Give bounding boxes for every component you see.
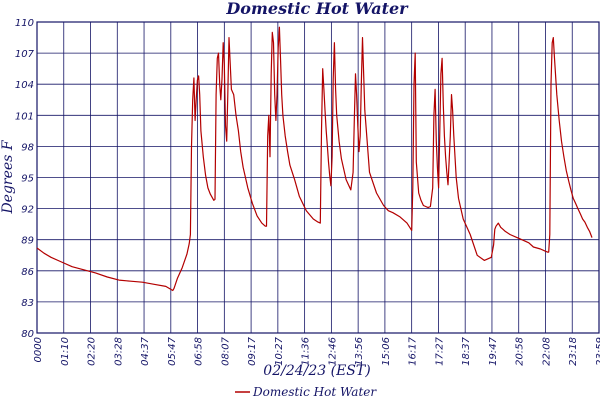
- y-tick-label: 110: [15, 18, 34, 29]
- x-tick-label: 15:06: [381, 337, 392, 366]
- y-tick-label: 107: [15, 49, 35, 60]
- y-tick-label: 80: [21, 329, 34, 340]
- x-tick-label: 03:28: [113, 337, 124, 366]
- series-line: [36, 26, 593, 292]
- x-tick-label: 06:58: [194, 337, 205, 366]
- x-tick-label: 16:17: [408, 336, 419, 365]
- y-axis-ticks: 80 83 86 89 92 95 98 101 104 107 110: [15, 18, 35, 340]
- x-tick-label: 17:27: [434, 336, 445, 365]
- x-tick-label: 09:17: [247, 336, 258, 365]
- x-tick-label: 13:56: [354, 337, 365, 366]
- y-tick-label: 104: [15, 80, 34, 91]
- x-tick-label: 08:07: [220, 336, 231, 365]
- y-tick-label: 86: [21, 267, 34, 278]
- chart-title: Domestic Hot Water: [225, 0, 409, 18]
- x-tick-label: 12:46: [327, 337, 338, 366]
- y-tick-label: 101: [15, 111, 34, 122]
- x-tick-label: 19:47: [488, 336, 499, 365]
- plot-area-border: [36, 21, 600, 334]
- x-tick-label: 0000: [33, 337, 44, 362]
- x-tick-label: 23:59: [595, 337, 600, 366]
- x-tick-label: 22:08: [541, 337, 552, 366]
- x-tick-label: 05:47: [167, 336, 178, 365]
- x-tick-label: 04:37: [140, 336, 151, 365]
- x-tick-label: 11:36: [301, 337, 312, 366]
- series-layer: [36, 26, 593, 292]
- y-tick-label: 89: [21, 236, 34, 247]
- x-axis-label: 02/24/23 (EST): [263, 363, 370, 379]
- x-tick-label: 10:27: [274, 336, 285, 365]
- y-tick-label: 95: [21, 174, 34, 185]
- y-tick-label: 83: [21, 298, 34, 309]
- x-tick-label: 18:37: [461, 336, 472, 365]
- grid: [36, 21, 600, 334]
- x-tick-label: 23:18: [568, 337, 579, 366]
- x-tick-label: 20:58: [515, 337, 526, 366]
- x-tick-label: 01:10: [60, 337, 71, 366]
- x-axis-ticks: 0000 01:10 02:20 03:28 04:37 05:47 06:58 08:07 0…: [33, 336, 600, 365]
- y-tick-label: 92: [21, 205, 34, 216]
- y-axis-label: Degrees F: [0, 139, 16, 214]
- legend-label: Domestic Hot Water: [252, 385, 377, 399]
- x-tick-label: 02:20: [87, 337, 98, 366]
- legend: Domestic Hot Water: [235, 385, 377, 399]
- y-tick-label: 98: [21, 142, 34, 153]
